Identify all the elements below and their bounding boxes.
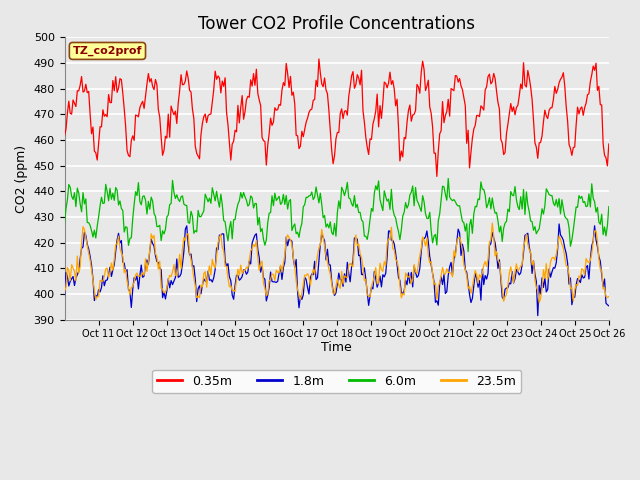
Text: TZ_co2prof: TZ_co2prof bbox=[73, 46, 142, 56]
Title: Tower CO2 Profile Concentrations: Tower CO2 Profile Concentrations bbox=[198, 15, 475, 33]
Y-axis label: CO2 (ppm): CO2 (ppm) bbox=[15, 144, 28, 213]
Legend: 0.35m, 1.8m, 6.0m, 23.5m: 0.35m, 1.8m, 6.0m, 23.5m bbox=[152, 370, 521, 393]
X-axis label: Time: Time bbox=[321, 341, 352, 354]
